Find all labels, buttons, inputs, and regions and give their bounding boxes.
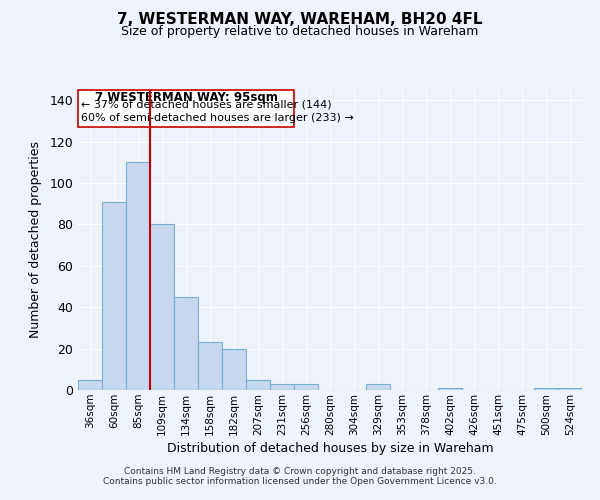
Bar — [102, 202, 126, 390]
Bar — [198, 342, 222, 390]
Text: Contains HM Land Registry data © Crown copyright and database right 2025.: Contains HM Land Registry data © Crown c… — [124, 467, 476, 476]
Bar — [438, 388, 462, 390]
Bar — [246, 380, 270, 390]
Bar — [366, 384, 390, 390]
Bar — [174, 297, 198, 390]
Bar — [294, 384, 318, 390]
Bar — [270, 384, 294, 390]
Y-axis label: Number of detached properties: Number of detached properties — [29, 142, 43, 338]
Text: Contains public sector information licensed under the Open Government Licence v3: Contains public sector information licen… — [103, 477, 497, 486]
FancyBboxPatch shape — [79, 90, 294, 127]
X-axis label: Distribution of detached houses by size in Wareham: Distribution of detached houses by size … — [167, 442, 493, 455]
Bar — [558, 388, 582, 390]
Text: Size of property relative to detached houses in Wareham: Size of property relative to detached ho… — [121, 25, 479, 38]
Bar — [126, 162, 150, 390]
Text: 7, WESTERMAN WAY, WAREHAM, BH20 4FL: 7, WESTERMAN WAY, WAREHAM, BH20 4FL — [117, 12, 483, 28]
Bar — [222, 348, 246, 390]
Text: 7 WESTERMAN WAY: 95sqm: 7 WESTERMAN WAY: 95sqm — [95, 92, 278, 104]
Bar — [534, 388, 558, 390]
Text: ← 37% of detached houses are smaller (144): ← 37% of detached houses are smaller (14… — [81, 99, 332, 109]
Bar — [78, 380, 102, 390]
Text: 60% of semi-detached houses are larger (233) →: 60% of semi-detached houses are larger (… — [81, 113, 354, 123]
Bar — [150, 224, 174, 390]
